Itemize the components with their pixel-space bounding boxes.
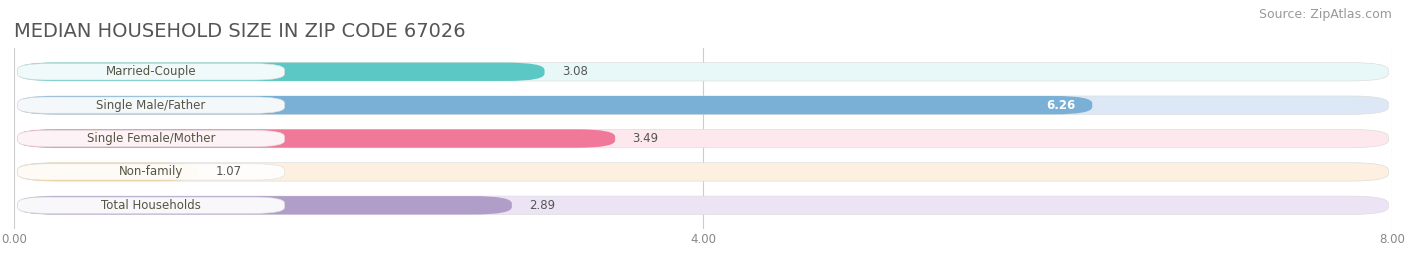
FancyBboxPatch shape — [17, 163, 198, 181]
FancyBboxPatch shape — [17, 63, 1389, 81]
Text: 2.89: 2.89 — [529, 199, 555, 212]
Text: Single Male/Father: Single Male/Father — [96, 99, 205, 112]
Text: 3.08: 3.08 — [562, 65, 588, 78]
FancyBboxPatch shape — [17, 96, 1389, 114]
Text: 1.07: 1.07 — [215, 165, 242, 178]
Text: Non-family: Non-family — [118, 165, 183, 178]
Text: Married-Couple: Married-Couple — [105, 65, 197, 78]
FancyBboxPatch shape — [17, 63, 284, 80]
FancyBboxPatch shape — [17, 196, 1389, 214]
FancyBboxPatch shape — [17, 196, 512, 214]
Text: MEDIAN HOUSEHOLD SIZE IN ZIP CODE 67026: MEDIAN HOUSEHOLD SIZE IN ZIP CODE 67026 — [14, 22, 465, 41]
FancyBboxPatch shape — [17, 164, 284, 180]
FancyBboxPatch shape — [17, 130, 284, 147]
FancyBboxPatch shape — [17, 129, 1389, 148]
Text: 3.49: 3.49 — [633, 132, 658, 145]
Text: 6.26: 6.26 — [1046, 99, 1076, 112]
FancyBboxPatch shape — [17, 97, 284, 113]
FancyBboxPatch shape — [17, 163, 1389, 181]
FancyBboxPatch shape — [17, 96, 1092, 114]
FancyBboxPatch shape — [17, 63, 544, 81]
FancyBboxPatch shape — [17, 129, 616, 148]
Text: Source: ZipAtlas.com: Source: ZipAtlas.com — [1258, 8, 1392, 21]
Text: Total Households: Total Households — [101, 199, 201, 212]
Text: Single Female/Mother: Single Female/Mother — [87, 132, 215, 145]
FancyBboxPatch shape — [17, 197, 284, 214]
